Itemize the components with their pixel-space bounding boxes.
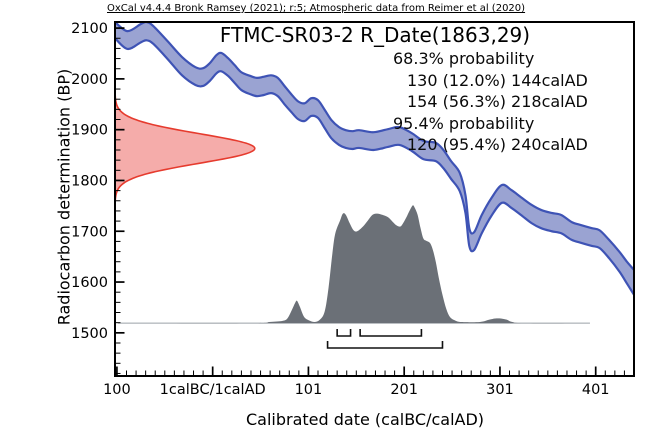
posterior-distribution xyxy=(117,205,590,324)
likelihood-distribution xyxy=(115,94,256,203)
x-tick-label: 1calBC/1calAD xyxy=(160,382,266,398)
calibration-curve-band xyxy=(115,22,634,295)
y-tick-label: 1800 xyxy=(71,173,108,189)
y-axis-label: Radiocarbon determination (BP) xyxy=(54,68,74,326)
x-tick-label: 101 xyxy=(295,382,323,398)
range-bracket xyxy=(326,341,444,349)
range-bracket xyxy=(336,329,352,337)
y-tick-label: 2000 xyxy=(71,72,108,88)
readout-line-2: 130 (12.0%) 144calAD xyxy=(407,70,588,90)
y-tick-label: 1500 xyxy=(71,326,108,342)
plot-title: FTMC-SR03-2 R_Date(1863,29) xyxy=(219,23,531,47)
plot-frame xyxy=(114,21,635,377)
attribution-text: OxCal v4.4.4 Bronk Ramsey (2021); r:5; A… xyxy=(107,3,526,14)
x-tick-label: 201 xyxy=(390,382,418,398)
calibration-curve-lower-edge xyxy=(115,37,634,296)
y-tick-label: 1600 xyxy=(71,275,108,291)
range-bracket xyxy=(359,329,423,337)
readout-line-1: 68.3% probability xyxy=(393,49,535,68)
readout-line-4: 95.4% probability xyxy=(393,113,535,133)
y-tick-label: 2100 xyxy=(71,21,108,37)
x-axis-label: Calibrated date (calBC/calAD) xyxy=(245,410,485,429)
y-tick-label: 1900 xyxy=(71,123,108,139)
y-tick-label: 1700 xyxy=(71,224,108,240)
x-tick-label: 301 xyxy=(486,382,514,398)
readout-line-3: 154 (56.3%) 218calAD xyxy=(407,92,588,111)
x-tick-label: 100 xyxy=(103,382,131,398)
calibration-curve-upper-edge xyxy=(115,22,634,271)
x-tick-label: 401 xyxy=(582,382,610,398)
readout-line-5: 120 (95.4%) 240calAD xyxy=(407,135,588,154)
